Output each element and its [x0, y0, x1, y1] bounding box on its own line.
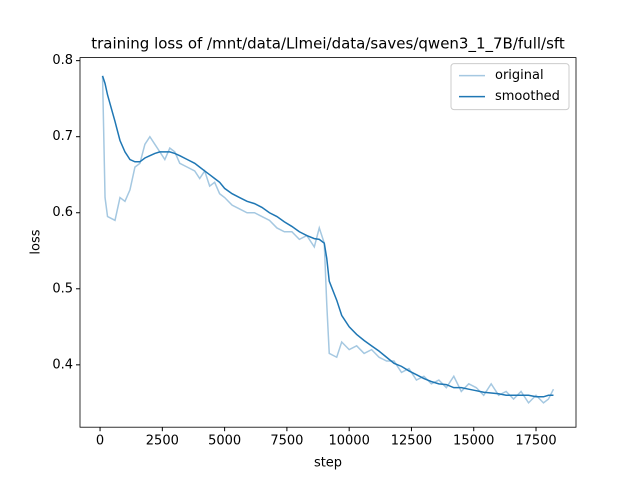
x-tick-label: 2500 — [146, 434, 179, 449]
y-tick-label: 0.7 — [52, 129, 73, 144]
plot-frame — [79, 57, 577, 428]
y-tick-label: 0.5 — [52, 281, 73, 296]
legend-label: smoothed — [495, 89, 560, 104]
line-series — [101, 75, 554, 398]
x-axis-label: step — [314, 456, 342, 471]
line-series — [101, 75, 555, 405]
y-tick-label: 0.4 — [52, 357, 73, 372]
chart-title: training loss of /mnt/data/Llmei/data/sa… — [91, 35, 565, 54]
x-tick-label: 17500 — [515, 434, 556, 449]
x-tick-label: 0 — [96, 434, 104, 449]
x-tick-label: 15000 — [453, 434, 494, 449]
x-tick-label: 12500 — [391, 434, 432, 449]
x-tick-label: 5000 — [208, 434, 241, 449]
y-tick-label: 0.8 — [52, 53, 73, 68]
legend-label: original — [495, 68, 544, 83]
y-axis-label: loss — [29, 229, 44, 254]
x-tick-label: 7500 — [270, 434, 303, 449]
x-tick-label: 10000 — [328, 434, 369, 449]
y-tick-label: 0.6 — [52, 205, 73, 220]
